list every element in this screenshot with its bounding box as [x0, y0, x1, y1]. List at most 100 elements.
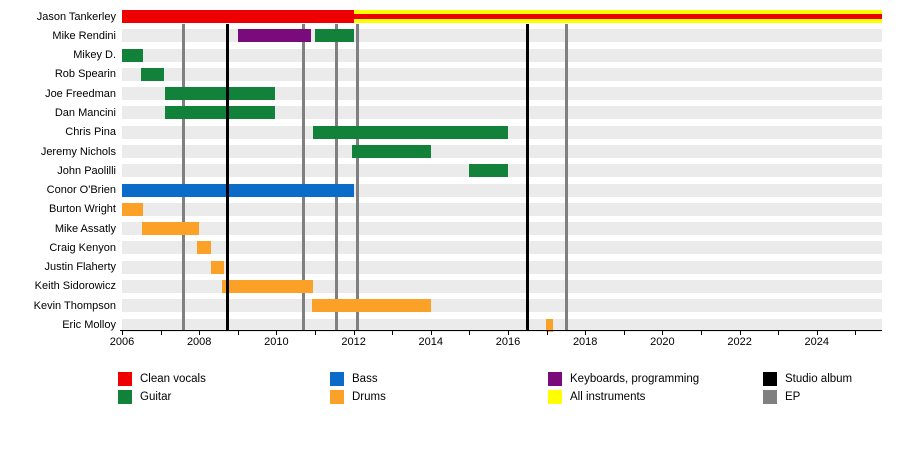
- role-bar: [312, 299, 431, 313]
- member-label: Rob Spearin: [54, 68, 116, 81]
- legend-swatch: [548, 390, 562, 404]
- row-track: [122, 299, 882, 313]
- legend-swatch: [763, 372, 777, 386]
- role-bar: [210, 260, 225, 274]
- role-bar: [469, 164, 508, 178]
- axis-tick: [623, 331, 625, 335]
- axis-tick: [315, 331, 316, 335]
- member-label: Dan Mancini: [54, 106, 116, 119]
- axis-tick: [430, 331, 432, 335]
- legend-label: Bass: [352, 373, 378, 385]
- studio-album-line: [525, 24, 529, 331]
- axis-label: 2022: [727, 336, 752, 348]
- axis-tick: [508, 331, 509, 335]
- axis-label: 2006: [109, 336, 135, 348]
- ep-line: [356, 24, 359, 331]
- role-bar: [142, 222, 200, 236]
- row-track: [122, 67, 882, 81]
- row-track: [122, 29, 882, 43]
- axis-tick: [546, 331, 548, 335]
- role-bar-overlay: [353, 14, 883, 19]
- role-bar: [141, 67, 165, 81]
- member-label: Jeremy Nichols: [40, 145, 116, 158]
- member-label: Mike Rendini: [52, 29, 116, 42]
- role-bar: [122, 10, 354, 23]
- axis-tick: [855, 331, 857, 335]
- axis-tick: [662, 331, 664, 335]
- legend-label: Studio album: [785, 373, 853, 385]
- legend-swatch: [763, 390, 777, 404]
- role-bar: [222, 279, 314, 293]
- member-label: Justin Flaherty: [44, 261, 116, 274]
- member-label: Chris Pina: [65, 126, 116, 139]
- role-bar: [122, 48, 144, 62]
- axis-tick: [778, 331, 780, 335]
- axis-tick: [701, 331, 702, 335]
- member-label: Keith Sidorowicz: [34, 280, 116, 293]
- row-track: [122, 222, 882, 236]
- member-label: Eric Molloy: [62, 319, 116, 331]
- member-label: Conor O'Brien: [46, 184, 116, 196]
- member-label: Burton Wright: [48, 203, 116, 216]
- axis-label: 2018: [572, 336, 598, 348]
- legend-swatch: [118, 372, 132, 386]
- member-label: John Paolilli: [57, 164, 116, 177]
- role-bar: [122, 202, 144, 216]
- row-track: [122, 260, 882, 274]
- role-bar: [164, 87, 275, 101]
- ep-line: [334, 24, 338, 331]
- row-track: [122, 241, 882, 255]
- member-label: Joe Freedman: [45, 87, 116, 100]
- ep-line: [301, 24, 305, 331]
- legend-label: All instruments: [570, 391, 646, 403]
- axis-label: 2024: [804, 336, 830, 348]
- legend-label: Keyboards, programming: [570, 373, 700, 385]
- axis-tick: [585, 331, 587, 335]
- legend-swatch: [548, 372, 562, 386]
- legend-label: EP: [785, 391, 801, 403]
- role-bar: [351, 145, 431, 158]
- row-track: [122, 145, 882, 158]
- role-bar: [164, 106, 275, 120]
- legend-swatch: [118, 390, 132, 404]
- role-bar: [122, 183, 354, 197]
- axis-tick: [392, 331, 394, 335]
- role-bar: [545, 318, 554, 332]
- axis-tick: [469, 331, 471, 335]
- axis-label: 2008: [186, 336, 212, 348]
- member-label: Mikey D.: [73, 49, 116, 62]
- role-bar: [313, 125, 508, 139]
- row-track: [122, 48, 882, 62]
- legend-swatch: [330, 372, 344, 386]
- axis-label: 2012: [341, 336, 366, 348]
- legend-label: Drums: [352, 391, 386, 403]
- role-bar: [197, 241, 211, 255]
- axis-tick: [199, 331, 201, 335]
- row-track: [122, 202, 882, 216]
- legend-label: Guitar: [140, 391, 172, 403]
- axis-tick: [276, 331, 278, 335]
- member-label: Craig Kenyon: [49, 241, 116, 254]
- x-axis-line: [120, 330, 882, 331]
- ep-line: [565, 24, 569, 331]
- axis-tick: [739, 331, 741, 335]
- axis-tick: [160, 331, 162, 335]
- member-label: Kevin Thompson: [33, 299, 116, 312]
- legend-label: Clean vocals: [140, 373, 206, 385]
- axis-label: 2016: [495, 336, 521, 348]
- member-label: Mike Assatly: [54, 222, 116, 235]
- role-bar: [315, 29, 354, 43]
- studio-album-line: [225, 24, 229, 331]
- row-track: [122, 87, 882, 101]
- row-track: [122, 318, 882, 332]
- axis-tick: [816, 331, 818, 335]
- legend-swatch: [330, 390, 344, 404]
- member-label: Jason Tankerley: [36, 10, 116, 23]
- role-bar: [353, 10, 883, 23]
- axis-label: 2014: [418, 336, 444, 348]
- axis-label: 2010: [264, 336, 289, 348]
- role-bar: [237, 29, 312, 43]
- axis-tick: [122, 331, 123, 335]
